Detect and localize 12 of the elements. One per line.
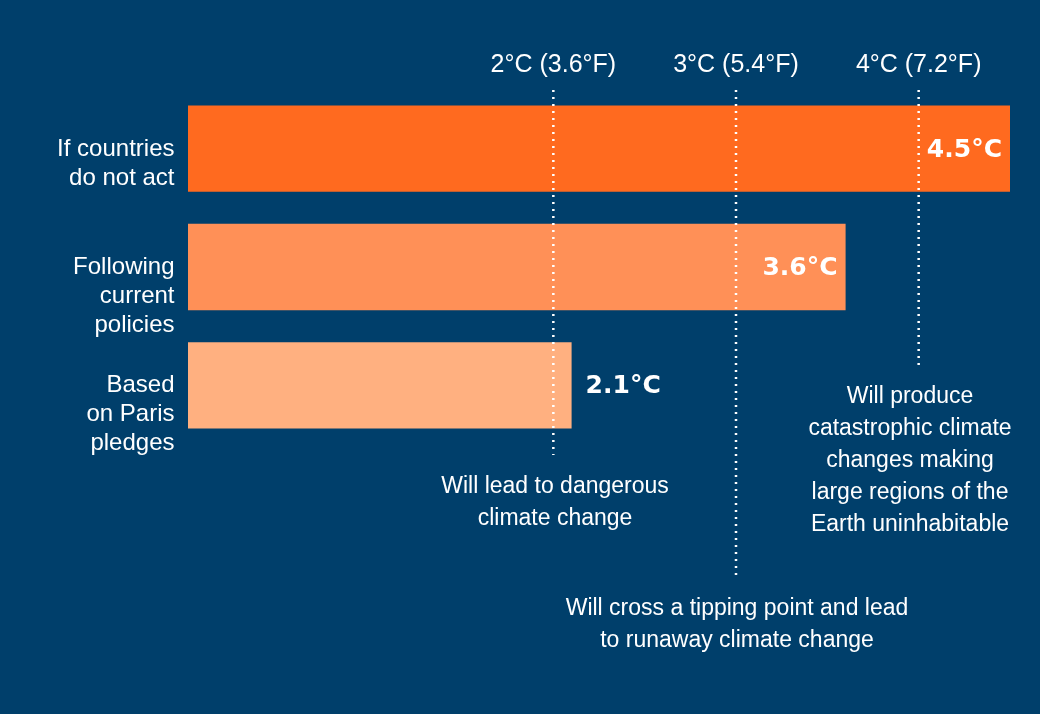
y-tick-label: Following current policies bbox=[73, 252, 175, 337]
ref-line-label: 4°C (7.2°F) bbox=[855, 49, 982, 77]
data-label: 2.1°C bbox=[585, 370, 661, 400]
annotation: Will produce catastrophic climate changes making large regions of the Earth uninhabitable bbox=[808, 382, 1012, 536]
y-tick-label: If countries do not act bbox=[57, 133, 175, 190]
ref-line-label: 2°C (3.6°F) bbox=[490, 49, 617, 77]
ref-line-label: 3°C (5.4°F) bbox=[673, 49, 799, 77]
data-label: 4.5°C bbox=[926, 133, 1002, 163]
y-tick-label: Based on Paris pledges bbox=[86, 370, 175, 456]
text: Will lead to dangerous climate change bbox=[441, 472, 669, 530]
data-label: 3.6°C bbox=[762, 252, 838, 281]
text: Will cross a tipping point and lead to runaway climate change bbox=[565, 594, 909, 652]
